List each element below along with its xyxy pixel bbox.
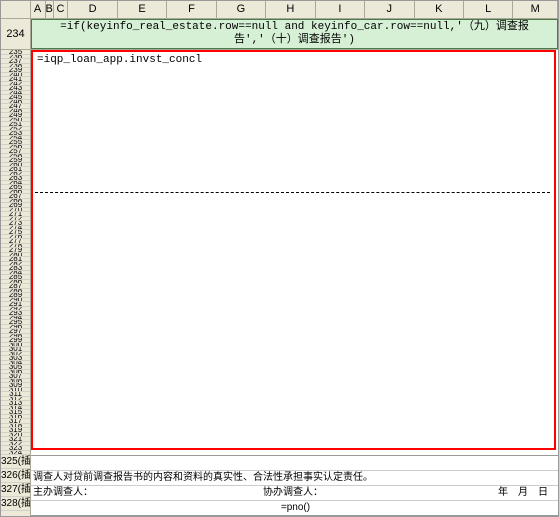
date-label: 年 月 日 (498, 486, 558, 500)
declaration-text: 调查人对贷前调查报告书的内容和资料的真实性、合法性承担事实认定责任。 (33, 471, 373, 485)
grid-area: 2352362372382392402412422432442452462472… (1, 50, 558, 516)
row-header-327(插)[interactable]: 327(插) (1, 483, 30, 497)
assist-investigator-label: 协办调查人： (263, 486, 323, 500)
row-header-234[interactable]: 234 (1, 19, 31, 49)
dotted-divider (35, 192, 550, 193)
col-header-A[interactable]: A (31, 1, 46, 18)
col-header-B[interactable]: B (46, 1, 54, 18)
col-header-C[interactable]: C (54, 1, 69, 18)
row-headers: 2352362372382392402412422432442452462472… (1, 50, 31, 516)
col-header-L[interactable]: L (464, 1, 513, 18)
cells-area[interactable]: =iqp_loan_app.invst_concl 调查人对贷前调查报告书的内容… (31, 50, 558, 516)
formula-row: 234 =if(keyinfo_real_estate.row==null an… (1, 19, 558, 50)
footer-section: 调查人对贷前调查报告书的内容和资料的真实性、合法性承担事实认定责任。 主办调查人… (31, 455, 558, 516)
col-header-F[interactable]: F (167, 1, 216, 18)
pno-formula: =pno() (281, 501, 310, 515)
col-header-H[interactable]: H (266, 1, 315, 18)
footer-row-328: =pno() (31, 500, 558, 516)
main-investigator-label: 主办调查人： (33, 486, 93, 500)
select-all-corner[interactable] (1, 1, 31, 18)
highlight-box: =iqp_loan_app.invst_concl (31, 50, 556, 450)
col-header-D[interactable]: D (68, 1, 117, 18)
col-header-G[interactable]: G (217, 1, 266, 18)
col-header-E[interactable]: E (118, 1, 167, 18)
footer-row-326: 调查人对贷前调查报告书的内容和资料的真实性、合法性承担事实认定责任。 (31, 470, 558, 485)
col-header-M[interactable]: M (513, 1, 558, 18)
row-header-328(插)[interactable]: 328(插) (1, 497, 30, 511)
col-header-J[interactable]: J (365, 1, 414, 18)
footer-row-325 (31, 455, 558, 470)
formula-cell[interactable]: =if(keyinfo_real_estate.row==null and ke… (31, 19, 558, 49)
row-header-326(插)[interactable]: 326(插) (1, 469, 30, 483)
footer-row-327: 主办调查人： 协办调查人： 年 月 日 (31, 485, 558, 500)
col-header-K[interactable]: K (415, 1, 464, 18)
col-header-I[interactable]: I (316, 1, 365, 18)
spreadsheet-window: A B C D E F G H I J K L M 234 =if(keyinf… (0, 0, 559, 517)
column-header-row: A B C D E F G H I J K L M (1, 1, 558, 19)
row-header-325(插)[interactable]: 325(插) (1, 455, 30, 469)
cell-formula-text: =iqp_loan_app.invst_concl (37, 54, 202, 66)
